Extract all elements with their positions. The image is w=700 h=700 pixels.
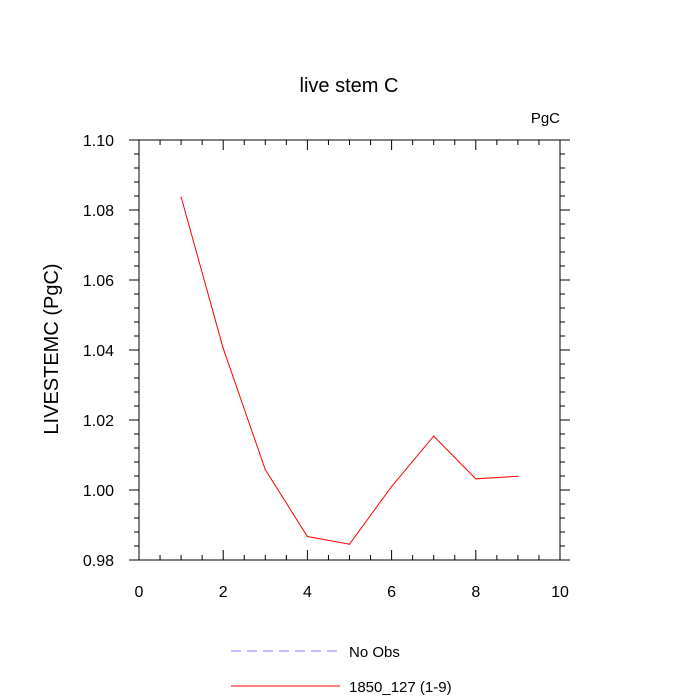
- x-tick-label: 4: [303, 584, 312, 601]
- x-tick-label: 2: [219, 584, 228, 601]
- y-axis-label: LIVESTEMC (PgC): [41, 263, 63, 434]
- series-point: [433, 435, 435, 437]
- series-line: [180, 196, 518, 545]
- series-point: [391, 485, 393, 488]
- chart-title: live stem C: [300, 75, 399, 97]
- y-tick-label: 1.04: [83, 343, 114, 360]
- legend: No Obs 1850_127 (1-9): [231, 644, 452, 696]
- plot-series: [180, 196, 519, 545]
- y-tick-label: 1.00: [83, 483, 114, 500]
- series-point: [475, 478, 477, 480]
- series-point: [306, 535, 308, 538]
- series-point: [180, 196, 182, 198]
- y-tick-label: 0.98: [83, 553, 114, 570]
- series-point: [222, 347, 224, 349]
- legend-label: No Obs: [349, 644, 400, 661]
- x-tick-label: 10: [551, 584, 569, 601]
- x-tick-label: 0: [135, 584, 144, 601]
- y-tick-label: 1.02: [83, 413, 114, 430]
- y-tick-label: 1.06: [83, 273, 114, 290]
- y-axis: 0.98 1.00 1.02 1.04 1.06 1.08 1.10: [83, 133, 570, 570]
- x-axis: 0 2 4 6 8 10: [135, 140, 569, 601]
- y-tick-label: 1.10: [83, 133, 114, 150]
- series-point: [264, 469, 266, 471]
- plot-frame: [138, 139, 561, 561]
- series-point: [517, 475, 519, 477]
- series-point: [348, 543, 351, 545]
- x-tick-label: 6: [387, 584, 396, 601]
- units-label: PgC: [531, 110, 560, 127]
- x-tick-label: 8: [471, 584, 480, 601]
- legend-label: 1850_127 (1-9): [349, 679, 452, 696]
- y-tick-label: 1.08: [83, 203, 114, 220]
